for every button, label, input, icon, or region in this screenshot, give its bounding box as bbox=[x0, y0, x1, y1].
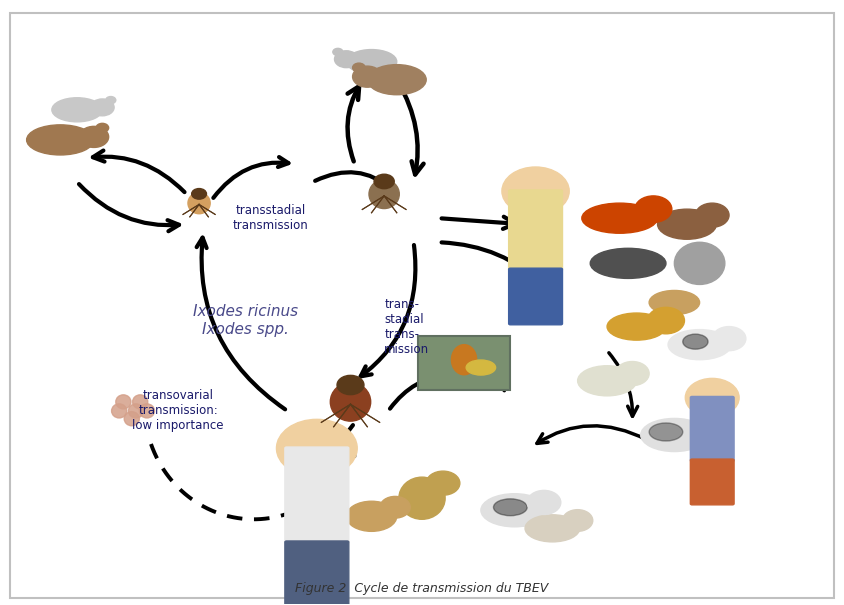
Circle shape bbox=[90, 99, 114, 116]
Ellipse shape bbox=[346, 50, 397, 74]
Circle shape bbox=[334, 51, 358, 68]
Circle shape bbox=[647, 307, 684, 334]
FancyArrowPatch shape bbox=[322, 425, 353, 494]
Circle shape bbox=[96, 123, 109, 132]
FancyArrowPatch shape bbox=[441, 243, 543, 285]
FancyBboxPatch shape bbox=[690, 396, 734, 462]
FancyArrowPatch shape bbox=[537, 426, 647, 443]
Text: Figure 2  Cycle de transmission du TBEV: Figure 2 Cycle de transmission du TBEV bbox=[295, 581, 549, 595]
FancyBboxPatch shape bbox=[285, 447, 349, 543]
Circle shape bbox=[374, 174, 394, 189]
Ellipse shape bbox=[51, 98, 102, 122]
FancyBboxPatch shape bbox=[418, 336, 511, 390]
Ellipse shape bbox=[111, 404, 127, 418]
Text: transovarial
transmission:
low importance: transovarial transmission: low importanc… bbox=[133, 390, 224, 433]
Circle shape bbox=[695, 203, 729, 227]
Ellipse shape bbox=[139, 404, 154, 418]
Circle shape bbox=[106, 97, 116, 104]
Ellipse shape bbox=[128, 404, 143, 418]
FancyArrowPatch shape bbox=[214, 157, 289, 198]
Circle shape bbox=[380, 497, 410, 518]
Circle shape bbox=[353, 66, 382, 87]
FancyBboxPatch shape bbox=[690, 459, 734, 505]
Circle shape bbox=[528, 491, 560, 514]
Ellipse shape bbox=[577, 366, 636, 396]
FancyBboxPatch shape bbox=[509, 268, 562, 325]
Circle shape bbox=[192, 189, 207, 199]
Ellipse shape bbox=[674, 242, 725, 284]
FancyArrowPatch shape bbox=[485, 368, 505, 391]
Ellipse shape bbox=[27, 125, 94, 155]
Ellipse shape bbox=[649, 290, 700, 315]
Ellipse shape bbox=[369, 180, 399, 209]
Circle shape bbox=[615, 362, 649, 385]
FancyBboxPatch shape bbox=[509, 190, 562, 270]
Ellipse shape bbox=[582, 203, 657, 234]
FancyArrowPatch shape bbox=[360, 245, 415, 376]
Ellipse shape bbox=[641, 419, 708, 451]
Ellipse shape bbox=[367, 65, 426, 95]
Ellipse shape bbox=[116, 395, 131, 409]
FancyArrowPatch shape bbox=[315, 172, 392, 189]
Ellipse shape bbox=[649, 423, 683, 441]
Circle shape bbox=[712, 327, 746, 351]
Text: trans-
stadial
trans-
mission: trans- stadial trans- mission bbox=[384, 298, 430, 356]
FancyArrowPatch shape bbox=[197, 238, 285, 410]
Ellipse shape bbox=[525, 515, 580, 542]
FancyBboxPatch shape bbox=[285, 541, 349, 605]
FancyArrowPatch shape bbox=[348, 87, 359, 162]
Ellipse shape bbox=[481, 494, 549, 527]
Text: transstadial
transmission: transstadial transmission bbox=[233, 204, 308, 232]
Ellipse shape bbox=[346, 501, 397, 531]
Circle shape bbox=[79, 126, 109, 148]
FancyArrowPatch shape bbox=[398, 82, 424, 174]
Ellipse shape bbox=[466, 360, 495, 375]
Ellipse shape bbox=[494, 499, 528, 515]
Circle shape bbox=[685, 378, 739, 417]
FancyArrowPatch shape bbox=[79, 184, 179, 231]
Circle shape bbox=[426, 471, 460, 495]
Circle shape bbox=[337, 375, 364, 394]
Circle shape bbox=[562, 509, 592, 531]
Text: Ixodes ricinus
Ixodes spp.: Ixodes ricinus Ixodes spp. bbox=[192, 304, 298, 337]
FancyArrowPatch shape bbox=[390, 370, 448, 408]
Circle shape bbox=[333, 48, 343, 56]
Ellipse shape bbox=[607, 313, 666, 340]
Ellipse shape bbox=[124, 411, 139, 426]
Ellipse shape bbox=[188, 192, 210, 214]
Ellipse shape bbox=[452, 345, 477, 374]
FancyArrowPatch shape bbox=[609, 353, 638, 416]
FancyArrowPatch shape bbox=[93, 151, 185, 192]
Circle shape bbox=[635, 196, 672, 223]
Ellipse shape bbox=[657, 209, 717, 239]
Ellipse shape bbox=[133, 395, 148, 409]
Circle shape bbox=[353, 63, 365, 72]
Ellipse shape bbox=[330, 382, 371, 421]
Ellipse shape bbox=[399, 477, 445, 519]
Circle shape bbox=[502, 167, 569, 215]
FancyArrowPatch shape bbox=[441, 217, 516, 229]
Circle shape bbox=[277, 419, 357, 477]
Ellipse shape bbox=[590, 248, 666, 278]
Ellipse shape bbox=[668, 330, 731, 360]
Ellipse shape bbox=[683, 334, 708, 349]
